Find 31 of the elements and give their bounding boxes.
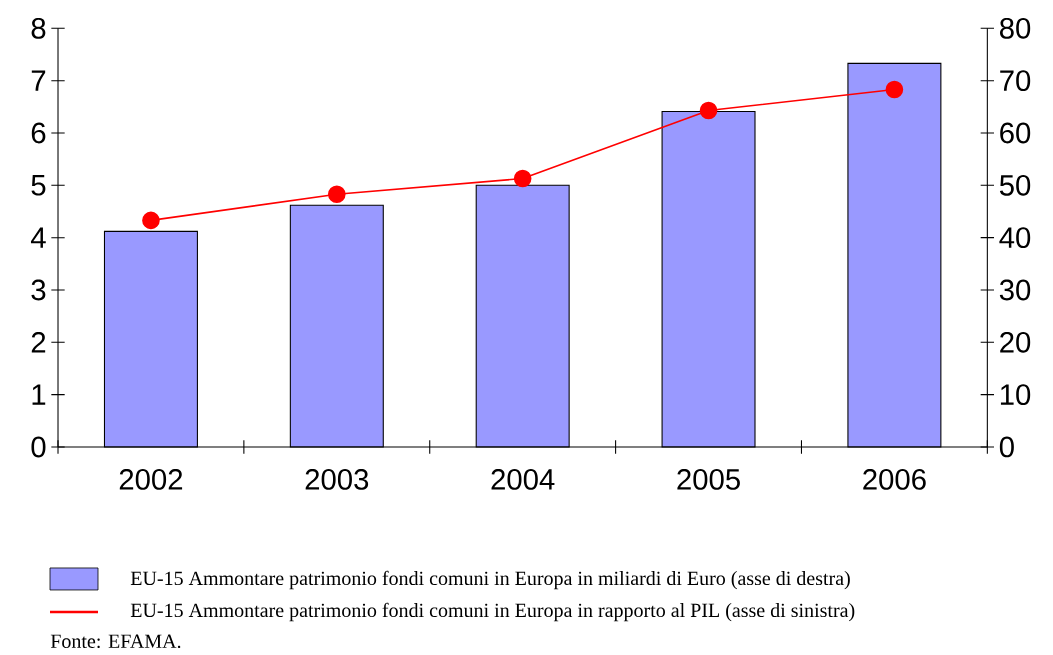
point [699,101,718,120]
point [142,211,160,230]
y2-tick-label: 80 [999,17,1031,39]
y2-tick-label: 50 [999,174,1031,196]
y-tick-label: 8 [31,17,46,39]
y2-tick-label: 70 [1000,70,1031,92]
legend-label: EU-15 Ammontare patrimonio fondi comuni in Europa in rapporto al PIL (asse di sinistra) [130,602,855,622]
point [328,185,346,204]
y-tick-label: 0 [31,436,46,458]
point [513,169,532,188]
y-tick-label: 2 [31,332,46,353]
legend-label: EU-15 Ammontare patrimonio fondi comuni in Europa in miliardi di Euro (asse di destra) [130,570,850,590]
x-tick-label: 2006 [863,469,926,490]
x-tick-label: 2002 [119,469,183,490]
y2-tick-label: 0 [999,436,1014,458]
y2-tick-label: 20 [1000,331,1031,353]
x-tick-label: 2003 [305,469,369,490]
y-tick-label: 5 [31,175,46,196]
x-tick-label: 2005 [677,469,740,490]
y-tick-label: 1 [32,384,46,405]
point [885,80,904,99]
y2-tick-label: 60 [1000,122,1031,144]
y2-tick-label: 10 [1000,384,1031,406]
y-tick-label: 6 [31,122,46,144]
y2-tick-label: 40 [999,227,1031,249]
y2-tick-label: 30 [999,279,1031,301]
y-tick-label: 3 [31,279,46,301]
source-note: Fonte: EFAMA. [50,634,181,649]
y-tick-label: 4 [30,227,46,248]
x-tick-label: 2004 [491,469,555,490]
y-tick-label: 7 [31,70,46,91]
